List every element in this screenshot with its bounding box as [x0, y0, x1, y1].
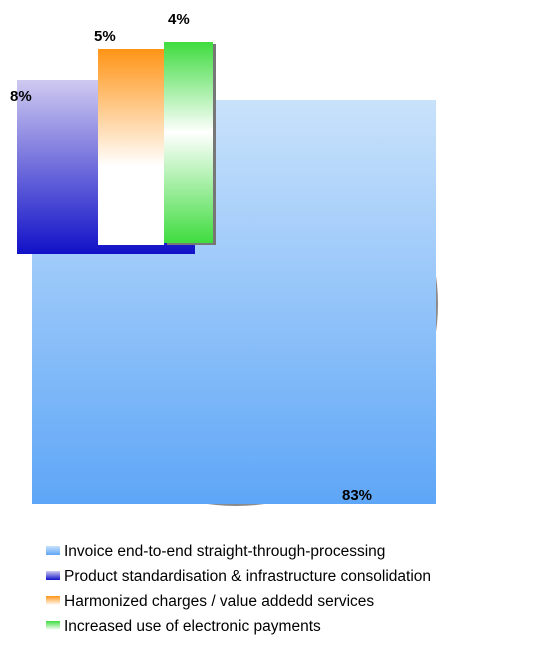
legend-item: Harmonized charges / value addedd servic…	[44, 589, 533, 614]
legend-label: Product standardisation & infrastructure…	[64, 568, 432, 585]
legend-item: Invoice end-to-end straight-through-proc…	[44, 539, 533, 564]
legend-swatch	[46, 621, 60, 631]
legend: Invoice end-to-end straight-through-proc…	[44, 539, 533, 639]
legend-label: Increased use of electronic payments	[64, 618, 321, 635]
legend-label: Invoice end-to-end straight-through-proc…	[64, 543, 386, 560]
slice-harmonized-charges	[98, 49, 164, 245]
legend-swatch	[46, 571, 60, 581]
legend-swatch	[46, 546, 60, 556]
pie-chart: 83% 8% 5% 4%	[10, 11, 438, 506]
label-8: 8%	[10, 88, 32, 105]
label-4: 4%	[168, 11, 190, 28]
legend-label: Harmonized charges / value addedd servic…	[64, 593, 375, 610]
legend-item: Increased use of electronic payments	[44, 614, 533, 639]
label-83: 83%	[342, 487, 372, 504]
legend-swatch	[46, 596, 60, 606]
slice-electronic-payments	[164, 42, 213, 243]
label-5: 5%	[94, 28, 116, 45]
legend-item: Product standardisation & infrastructure…	[44, 564, 533, 589]
